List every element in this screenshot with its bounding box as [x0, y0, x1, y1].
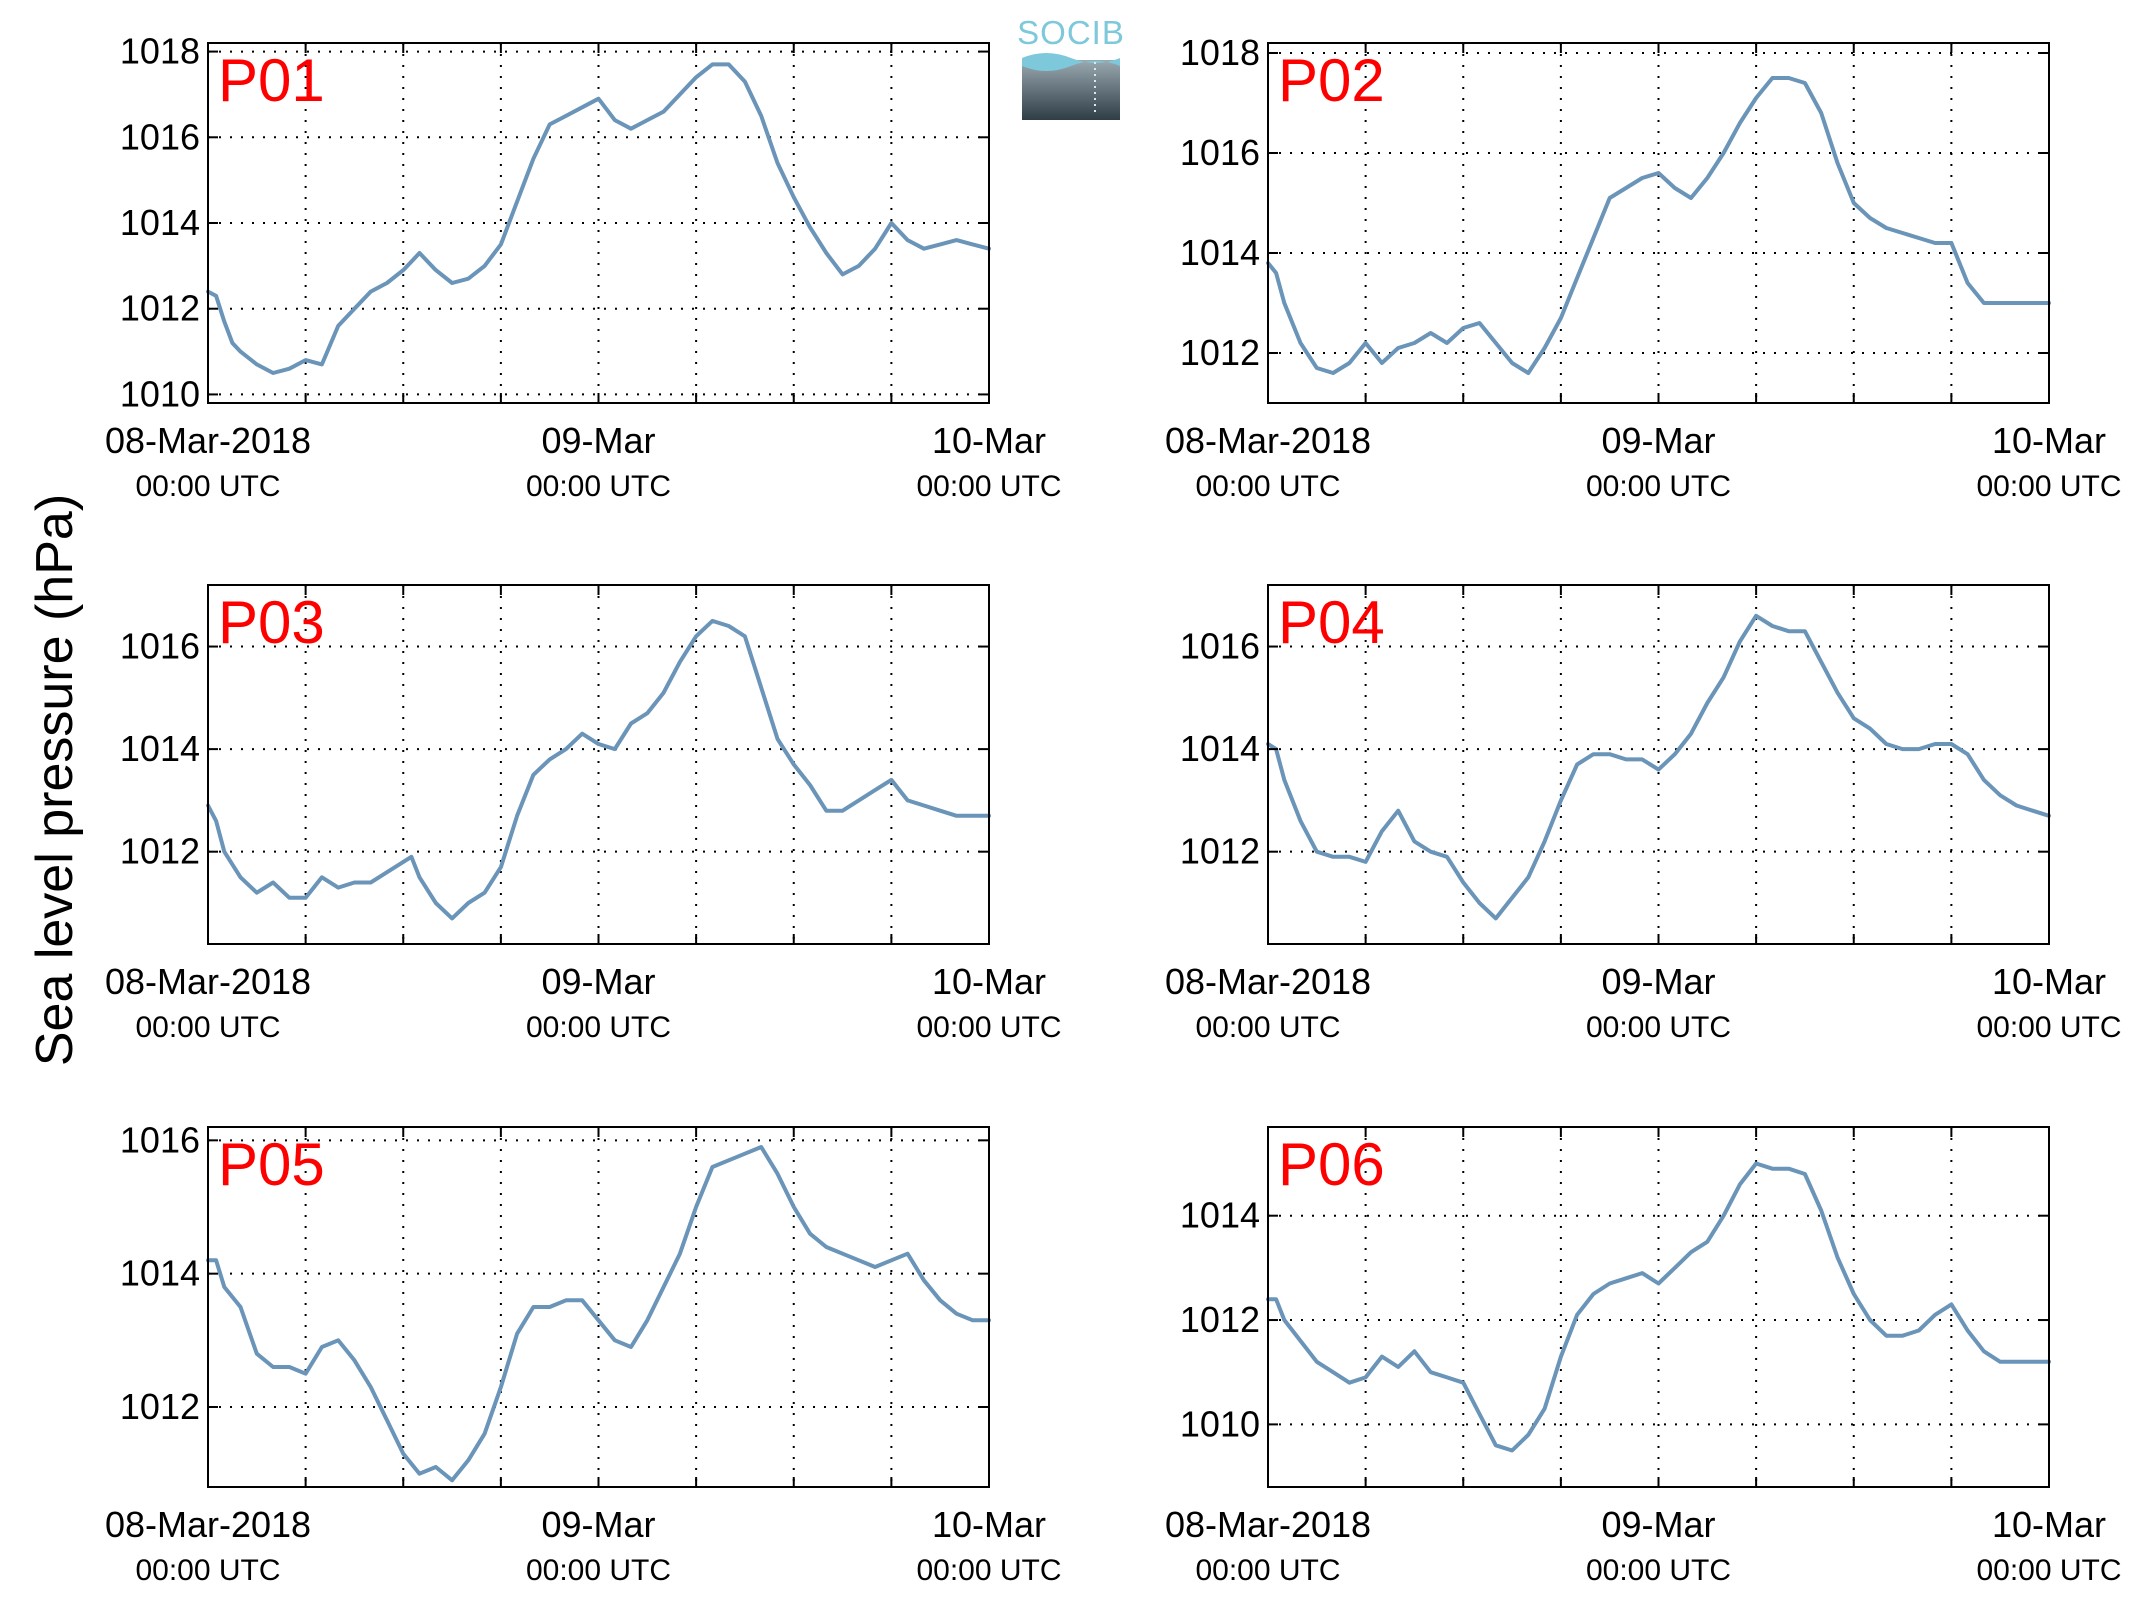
- x-tick-sublabel: 00:00 UTC: [1976, 1011, 2121, 1044]
- x-tick-label: 08-Mar-2018: [1165, 1504, 1371, 1545]
- x-tick-label: 08-Mar-2018: [1165, 420, 1371, 461]
- y-tick-label: 1018: [1180, 32, 1260, 73]
- plot-frame: [1267, 42, 2050, 404]
- series-line: [206, 62, 991, 375]
- y-tick-label: 1012: [1180, 332, 1260, 373]
- y-tick-label: 1010: [1180, 1403, 1260, 1444]
- x-tick-sublabel: 00:00 UTC: [916, 1554, 1061, 1587]
- panel-label: P04: [1278, 589, 1385, 656]
- chart-panel-p01: 1010 1012 1014 1016 1018 08-Mar-2018 00:00 UTC…: [105, 31, 1062, 503]
- y-axis-label: Sea level pressure (hPa): [26, 494, 84, 1066]
- y-tick-label: 1012: [1180, 1299, 1260, 1340]
- series-line: [1266, 76, 2051, 375]
- x-tick-label: 09-Mar: [541, 961, 655, 1002]
- x-tick-sublabel: 00:00 UTC: [135, 1554, 280, 1587]
- x-tick-sublabel: 00:00 UTC: [1976, 470, 2121, 503]
- y-tick-label: 1014: [120, 728, 200, 769]
- chart-panel-p06: 1010 1012 1014 08-Mar-2018 00:00 UTC 09-Mar 00…: [1165, 1126, 2122, 1587]
- y-tick-label: 1012: [1180, 831, 1260, 872]
- x-tick-sublabel: 00:00 UTC: [526, 1554, 671, 1587]
- x-tick-sublabel: 00:00 UTC: [1976, 1554, 2121, 1587]
- y-tick-label: 1016: [1180, 132, 1260, 173]
- x-tick-sublabel: 00:00 UTC: [135, 470, 280, 503]
- chart-panel-p05: 1012 1014 1016 08-Mar-2018 00:00 UTC 09-Mar 00…: [105, 1119, 1062, 1587]
- x-tick-label: 09-Mar: [1601, 961, 1715, 1002]
- x-tick-label: 08-Mar-2018: [105, 961, 311, 1002]
- plot-frame: [1267, 1126, 2050, 1488]
- logo-text: SOCIB: [1017, 14, 1125, 51]
- plot-frame: [207, 1126, 990, 1488]
- panel-label: P06: [1278, 1131, 1385, 1198]
- x-tick-label: 10-Mar: [932, 1504, 1046, 1545]
- x-tick-sublabel: 00:00 UTC: [1586, 1011, 1731, 1044]
- y-tick-label: 1016: [1180, 626, 1260, 667]
- y-tick-label: 1014: [1180, 232, 1260, 273]
- x-tick-sublabel: 00:00 UTC: [526, 470, 671, 503]
- x-tick-label: 10-Mar: [1992, 420, 2106, 461]
- y-tick-label: 1014: [120, 1253, 200, 1294]
- logo-wave: [1022, 53, 1120, 71]
- panels: 1010 1012 1014 1016 1018 08-Mar-2018 00:00 UTC…: [105, 31, 2122, 1587]
- panel-label: P05: [218, 1131, 325, 1198]
- y-tick-label: 1016: [120, 626, 200, 667]
- y-tick-label: 1012: [120, 831, 200, 872]
- panel-label: P03: [218, 589, 325, 656]
- chart-panel-p03: 1012 1014 1016 08-Mar-2018 00:00 UTC 09-Mar 00…: [105, 584, 1062, 1044]
- y-tick-label: 1010: [120, 373, 200, 414]
- plot-frame: [1267, 584, 2050, 945]
- x-tick-label: 10-Mar: [1992, 1504, 2106, 1545]
- x-tick-label: 09-Mar: [541, 1504, 655, 1545]
- y-tick-label: 1012: [120, 1386, 200, 1427]
- x-tick-label: 09-Mar: [1601, 420, 1715, 461]
- x-tick-sublabel: 00:00 UTC: [1586, 1554, 1731, 1587]
- y-tick-label: 1016: [120, 116, 200, 157]
- panel-label: P01: [218, 47, 325, 114]
- series-line: [206, 618, 991, 921]
- x-tick-label: 10-Mar: [1992, 961, 2106, 1002]
- x-tick-sublabel: 00:00 UTC: [1586, 470, 1731, 503]
- socib-logo: SOCIB: [1017, 14, 1125, 120]
- x-tick-label: 10-Mar: [932, 961, 1046, 1002]
- x-tick-sublabel: 00:00 UTC: [1195, 1011, 1340, 1044]
- x-tick-sublabel: 00:00 UTC: [1195, 470, 1340, 503]
- x-tick-label: 09-Mar: [541, 420, 655, 461]
- x-tick-sublabel: 00:00 UTC: [916, 470, 1061, 503]
- chart-panel-p02: 1012 1014 1016 1018 08-Mar-2018 00:00 UTC 09-M…: [1165, 32, 2122, 503]
- series-line: [1266, 1161, 2051, 1453]
- y-tick-label: 1014: [120, 202, 200, 243]
- x-tick-label: 08-Mar-2018: [105, 1504, 311, 1545]
- plot-frame: [207, 584, 990, 945]
- y-tick-label: 1012: [120, 288, 200, 329]
- x-tick-sublabel: 00:00 UTC: [916, 1011, 1061, 1044]
- y-tick-label: 1018: [120, 31, 200, 72]
- chart-panel-p04: 1012 1014 1016 08-Mar-2018 00:00 UTC 09-Mar 00…: [1165, 584, 2122, 1044]
- panel-label: P02: [1278, 47, 1385, 114]
- x-tick-label: 08-Mar-2018: [1165, 961, 1371, 1002]
- x-tick-label: 09-Mar: [1601, 1504, 1715, 1545]
- series-line: [206, 1145, 991, 1483]
- x-tick-sublabel: 00:00 UTC: [1195, 1554, 1340, 1587]
- x-tick-sublabel: 00:00 UTC: [135, 1011, 280, 1044]
- x-tick-label: 08-Mar-2018: [105, 420, 311, 461]
- x-tick-sublabel: 00:00 UTC: [526, 1011, 671, 1044]
- y-tick-label: 1016: [120, 1119, 200, 1160]
- y-tick-label: 1014: [1180, 728, 1260, 769]
- x-tick-label: 10-Mar: [932, 420, 1046, 461]
- series-line: [1266, 613, 2051, 921]
- y-tick-label: 1014: [1180, 1195, 1260, 1236]
